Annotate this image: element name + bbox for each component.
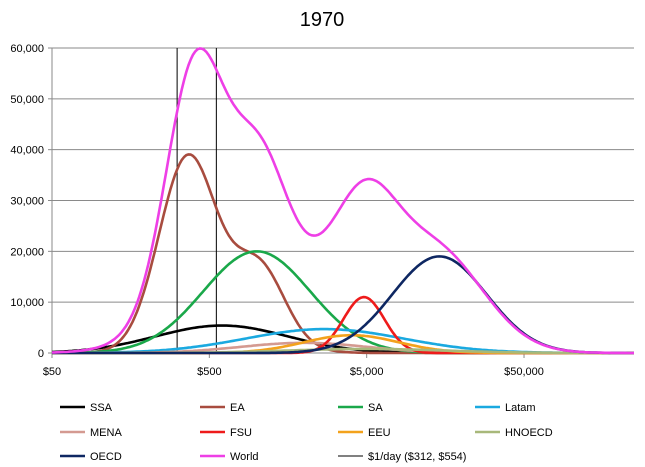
- y-axis: 0 10,000 20,000 30,000 40,000 50,000 60,000: [10, 43, 53, 360]
- legend-item: Latam: [475, 402, 536, 414]
- legend-item: $1/day ($312, $554): [338, 451, 466, 463]
- series-line-ea: [52, 153, 634, 355]
- legend-label: SA: [368, 402, 383, 414]
- y-tick-label: 10,000: [10, 297, 44, 309]
- legend-item: EEU: [338, 427, 391, 439]
- legend-label: EA: [230, 402, 245, 414]
- legend-label: OECD: [90, 451, 122, 463]
- one-dollar-day-lines: [176, 48, 217, 353]
- legend-item: SSA: [60, 402, 113, 414]
- legend-item: EA: [200, 402, 245, 414]
- y-tick-label: 30,000: [10, 196, 44, 208]
- x-tick-label: $5,000: [350, 366, 384, 378]
- legend-label: Latam: [505, 402, 536, 414]
- legend-label: FSU: [230, 427, 252, 439]
- legend: SSA EA SA Latam MENA FSU EEU HNOECD OECD World $1/…: [60, 402, 553, 463]
- series-line-world: [51, 47, 634, 355]
- series-lines: [51, 47, 634, 355]
- legend-item: MENA: [60, 427, 122, 439]
- legend-label: $1/day ($312, $554): [368, 451, 466, 463]
- legend-label: EEU: [368, 427, 391, 439]
- legend-item: SA: [338, 402, 383, 414]
- legend-label: HNOECD: [505, 427, 553, 439]
- y-tick-label: 40,000: [10, 145, 44, 157]
- legend-item: World: [200, 451, 259, 463]
- y-tick-label: 50,000: [10, 94, 44, 106]
- legend-item: HNOECD: [475, 427, 553, 439]
- y-tick-label: 0: [38, 348, 44, 360]
- chart-title: 1970: [300, 9, 345, 31]
- legend-item: OECD: [60, 451, 122, 463]
- x-tick-label: $50,000: [504, 366, 544, 378]
- x-axis: $50 $500 $5,000 $50,000: [43, 352, 634, 378]
- legend-item: FSU: [200, 427, 252, 439]
- x-tick-label: $500: [197, 366, 221, 378]
- grid-lines: [52, 47, 634, 354]
- legend-label: MENA: [90, 427, 122, 439]
- legend-label: SSA: [90, 402, 113, 414]
- x-tick-label: $50: [43, 366, 61, 378]
- y-tick-label: 20,000: [10, 246, 44, 258]
- legend-label: World: [230, 451, 259, 463]
- y-tick-label: 60,000: [10, 43, 44, 55]
